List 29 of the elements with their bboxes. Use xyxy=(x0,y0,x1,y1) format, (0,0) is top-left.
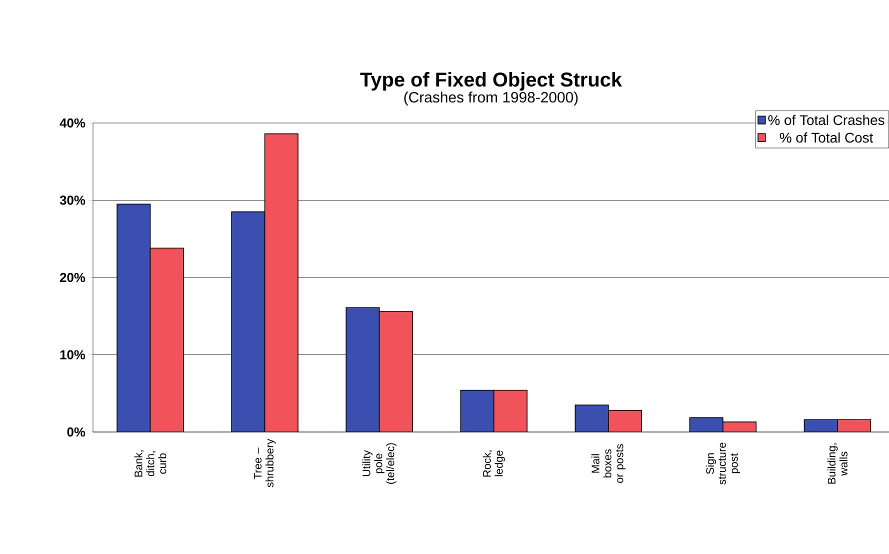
legend-label: % of Total Cost xyxy=(780,132,874,143)
bar xyxy=(608,410,642,432)
bar xyxy=(378,311,413,432)
chart-title: Type of Fixed Object Struck xyxy=(360,72,622,91)
bar xyxy=(116,204,151,432)
bar xyxy=(460,390,494,432)
x-tick-label: Sign structure post xyxy=(706,442,740,485)
x-tick-label: Bank, ditch, curb xyxy=(134,450,166,477)
y-tick-label: 30% xyxy=(60,196,86,205)
bar xyxy=(837,419,872,432)
y-tick-label: 20% xyxy=(60,272,86,282)
bar xyxy=(574,404,609,432)
x-tick-label: Building, walls xyxy=(827,443,848,484)
x-tick-label: Mail boxes or posts xyxy=(591,444,626,483)
bar xyxy=(346,307,380,432)
bar xyxy=(231,211,266,432)
y-tick-label: 40% xyxy=(60,118,86,128)
bar xyxy=(264,133,298,432)
bar xyxy=(804,419,838,432)
legend-label: % of Total Crashes xyxy=(768,114,884,126)
x-tick-label: Utility pole (tel/elec) xyxy=(362,443,396,484)
y-tick-label: 10% xyxy=(60,350,86,360)
chart-subtitle: (Crashes from 1998-2000) xyxy=(404,92,578,106)
x-tick-label: Tree – shrubbery xyxy=(254,438,276,488)
bar xyxy=(689,417,724,432)
x-tick-label: Rock, ledge xyxy=(482,450,505,477)
y-tick-label: 0% xyxy=(67,427,86,437)
bar xyxy=(150,248,184,432)
bar xyxy=(493,390,528,432)
